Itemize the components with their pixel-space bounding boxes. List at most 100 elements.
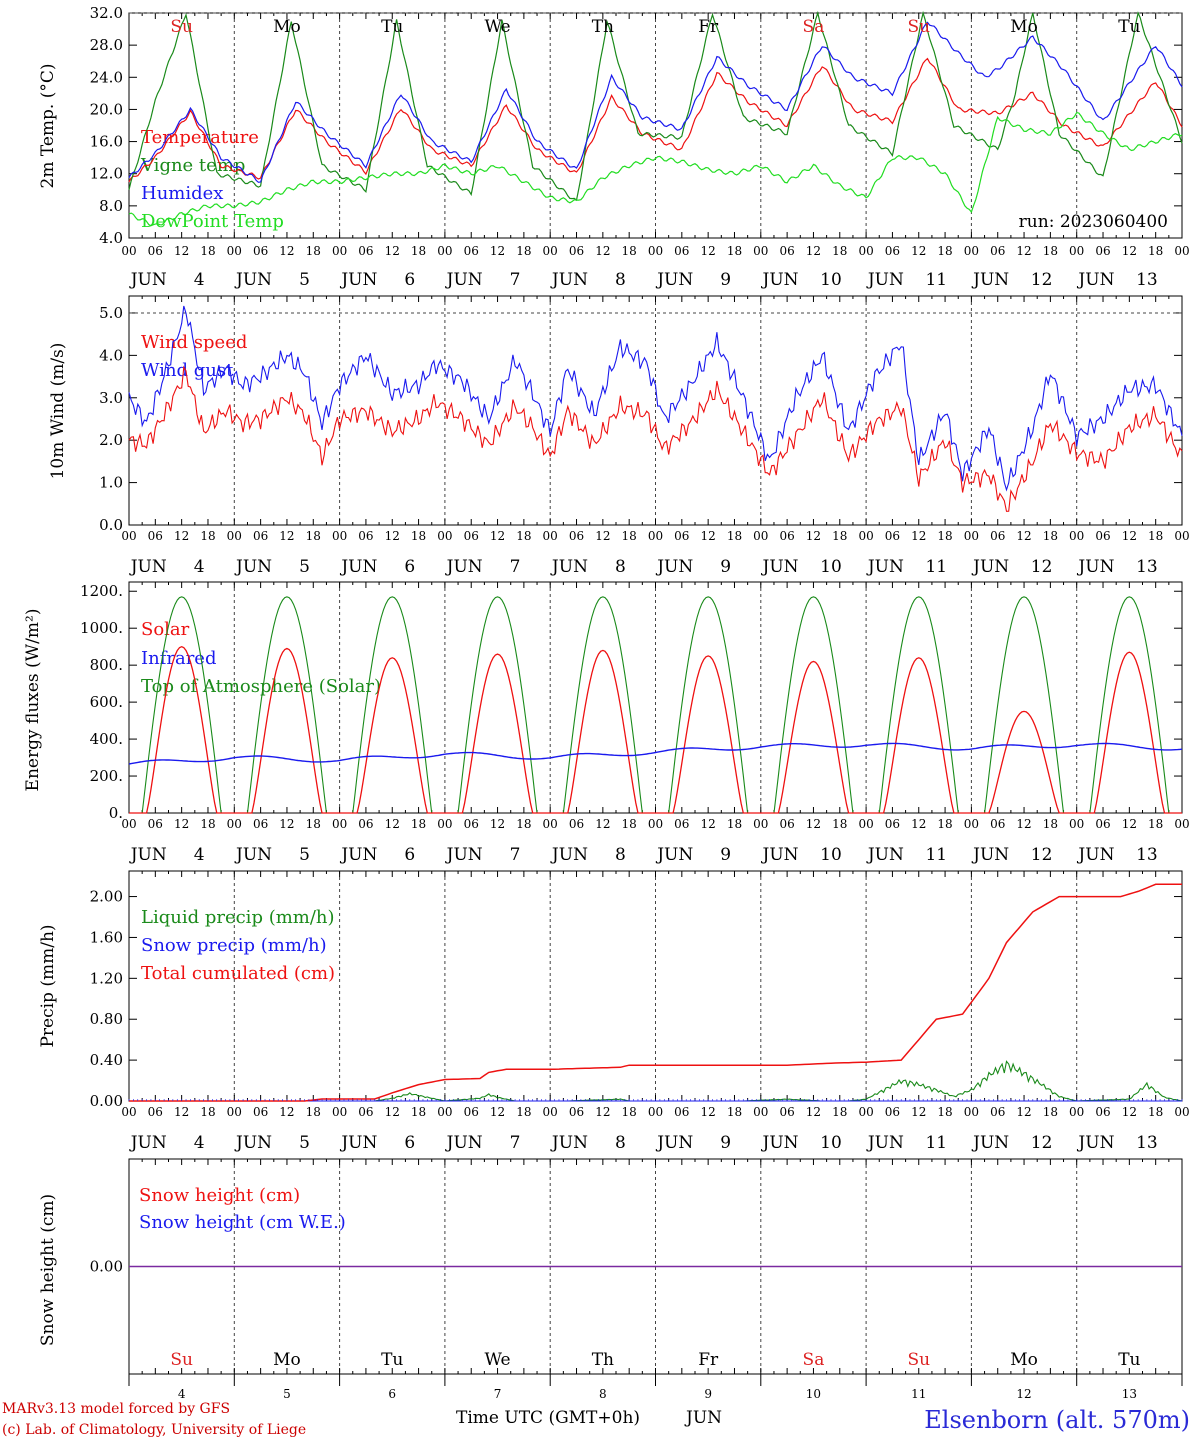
date-month-label: JUN	[129, 557, 167, 577]
chart-marks: 4.0 8.0 12.0 16.0 20.0 24.0 28.0 32.0 00 06 12 18 JU…	[80, 4, 1190, 1401]
date-month-label: JUN	[761, 845, 799, 865]
hour-tick-label: 18	[1148, 817, 1163, 831]
hour-tick-label: 06	[990, 244, 1005, 258]
hour-tick-label: 00	[648, 817, 663, 831]
y-tick-label: 24.0	[90, 68, 123, 86]
hour-tick-label: 12	[911, 1105, 926, 1119]
date-day-label: 10	[820, 1133, 842, 1153]
date-month-label: JUN	[655, 270, 693, 290]
date-month-label: JUN	[655, 845, 693, 865]
run-label: run: 2023060400	[1019, 212, 1168, 232]
hour-tick-label: 00	[964, 244, 979, 258]
hour-tick-label: 00	[753, 817, 768, 831]
hour-tick-label: 06	[358, 1105, 373, 1119]
hour-tick-label: 18	[622, 244, 637, 258]
date-month-label: JUN	[445, 845, 483, 865]
hour-tick-label: 12	[806, 1105, 821, 1119]
hour-tick-label: 18	[832, 1105, 847, 1119]
hour-tick-label: 00	[648, 529, 663, 543]
hour-tick-label: 12	[279, 1105, 294, 1119]
hour-tick-label: 12	[806, 244, 821, 258]
date-month-label: JUN	[1076, 845, 1114, 865]
date-month-label: JUN	[550, 557, 588, 577]
temperature-panel: 2m Temp. (°C) Temperature Vigne temp Hum…	[38, 12, 1183, 239]
hour-tick-label: 18	[832, 244, 847, 258]
date-day-label: 5	[299, 557, 310, 577]
hour-tick-label: 00	[753, 1105, 768, 1119]
date-month-label: JUN	[550, 845, 588, 865]
y-tick-label: 8.0	[99, 197, 123, 215]
weekday-label: Su	[907, 17, 930, 37]
date-day-label: 7	[510, 557, 521, 577]
hour-tick-label: 00	[753, 244, 768, 258]
panel-2-marks: 0. 200. 400. 600. 800. 1000. 1200. 00 06 12 18 JUN 4…	[80, 582, 1190, 865]
date-month-label: JUN	[866, 1133, 904, 1153]
hour-tick-label: 12	[1016, 1105, 1031, 1119]
series-vigne-temp	[128, 10, 1183, 202]
hour-tick-label: 06	[1095, 244, 1110, 258]
hour-tick-label: 06	[779, 1105, 794, 1119]
date-month-label: JUN	[339, 270, 377, 290]
hour-tick-label: 06	[464, 817, 479, 831]
weekday-label: Mo	[273, 17, 301, 37]
hour-tick-label: 00	[1174, 1105, 1189, 1119]
hour-tick-label: 18	[937, 529, 952, 543]
weekday-label: Mo	[1010, 1350, 1038, 1370]
hour-tick-label: 06	[569, 817, 584, 831]
series-solar	[129, 645, 1182, 814]
date-day-label: 7	[510, 1133, 521, 1153]
hour-tick-label: 06	[253, 817, 268, 831]
temperature-axis-label: 2m Temp. (°C)	[38, 63, 58, 188]
weekday-label: Tu	[1118, 1350, 1140, 1370]
date-month-label: JUN	[866, 845, 904, 865]
panel-1-marks: 0.0 1.0 2.0 3.0 4.0 5.0 00 06 12 18 JUN 4 00 06 12 18 JU…	[99, 296, 1190, 577]
hour-tick-label: 12	[1122, 817, 1137, 831]
hour-tick-label: 18	[1043, 529, 1058, 543]
weekday-label: Fr	[698, 1350, 719, 1370]
hour-tick-label: 18	[1043, 244, 1058, 258]
hour-tick-label: 12	[490, 529, 505, 543]
hour-tick-label: 18	[516, 1105, 531, 1119]
hour-tick-label: 00	[121, 817, 136, 831]
date-day-label: 12	[1031, 1133, 1053, 1153]
hour-tick-label: 06	[885, 244, 900, 258]
legend-humidex: Humidex	[141, 183, 223, 204]
hour-tick-label: 18	[411, 529, 426, 543]
hour-tick-label: 12	[1122, 529, 1137, 543]
weekday-label: Th	[592, 1350, 614, 1370]
y-tick-label: 4.0	[99, 346, 123, 364]
date-month-label: JUN	[1076, 557, 1114, 577]
hour-tick-label: 18	[1148, 529, 1163, 543]
hour-tick-label: 12	[806, 529, 821, 543]
hour-tick-label: 12	[174, 244, 189, 258]
y-tick-label: 4.0	[99, 229, 123, 247]
hour-tick-label: 00	[1069, 1105, 1084, 1119]
date-day-label: 9	[720, 270, 731, 290]
legend-infrared: Infrared	[141, 648, 216, 669]
hour-tick-label: 00	[227, 817, 242, 831]
date-month-label: JUN	[129, 1133, 167, 1153]
date-month-label: JUN	[761, 557, 799, 577]
day-number-label: 12	[1016, 1387, 1031, 1401]
legend-total-cumulated: Total cumulated (cm)	[141, 963, 335, 984]
weekday-label: Su	[170, 17, 193, 37]
weekday-label: Mo	[273, 1350, 301, 1370]
hour-tick-label: 00	[1069, 244, 1084, 258]
hour-tick-label: 06	[464, 1105, 479, 1119]
date-day-label: 6	[404, 557, 415, 577]
date-day-label: 9	[720, 557, 731, 577]
hour-tick-label: 12	[701, 1105, 716, 1119]
hour-tick-label: 18	[200, 1105, 215, 1119]
model-credit: MARv3.13 model forced by GFS	[2, 1401, 230, 1417]
legend-snow-precip: Snow precip (mm/h)	[141, 935, 327, 956]
date-month-label: JUN	[339, 845, 377, 865]
footer: MARv3.13 model forced by GFS (c) Lab. of…	[2, 1401, 1190, 1438]
date-month-label: JUN	[129, 845, 167, 865]
hour-tick-label: 06	[148, 529, 163, 543]
hour-tick-label: 18	[1148, 1105, 1163, 1119]
date-day-label: 6	[404, 845, 415, 865]
day-number-label: 4	[178, 1387, 186, 1401]
day-number-label: 11	[911, 1387, 926, 1401]
y-tick-label: 0.00	[90, 1092, 123, 1110]
